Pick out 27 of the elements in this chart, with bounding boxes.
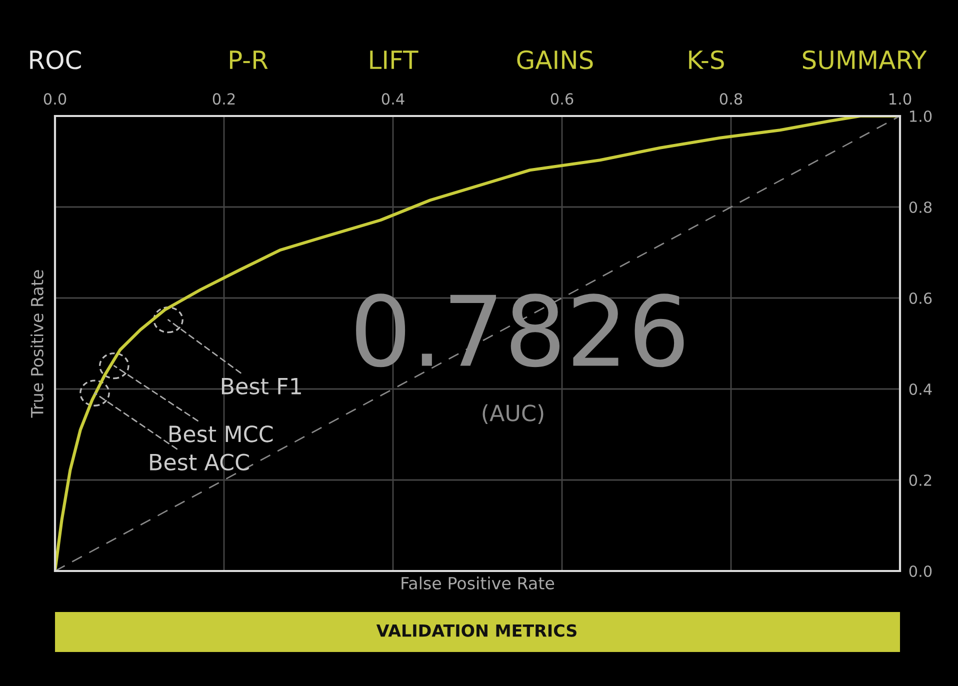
text: K-S — [689, 50, 724, 70]
y-axis-title: True Positive Rate — [30, 270, 44, 418]
x-axis-title: False Positive Rate — [402, 576, 554, 590]
y-tick-label: 0.8 — [909, 201, 932, 214]
text: GAINS — [517, 50, 593, 70]
annotation: Best MCC — [170, 426, 273, 442]
y-tick-label: 0.2 — [909, 474, 932, 486]
y-tick-label: 0.0 — [909, 565, 932, 578]
x-tick-label: 0.8 — [720, 93, 742, 105]
annotation: Best ACC — [150, 454, 249, 471]
x-tick-label: 0.0 — [44, 93, 66, 105]
x-tick-label: 1.0 — [890, 93, 912, 105]
text: LIFT — [370, 50, 418, 69]
text: ROC — [30, 50, 81, 70]
annotation: (AUC) — [482, 404, 544, 424]
text: SUMMARY — [802, 50, 927, 70]
x-tick-label: 0.4 — [382, 93, 404, 105]
line-series — [55, 116, 900, 571]
annotation: 0.7826 — [356, 294, 684, 368]
x-tick-label: 0.6 — [550, 93, 574, 105]
y-tick-label: 1.0 — [910, 110, 932, 122]
text: P-R — [230, 50, 268, 69]
text: VALIDATION METRICS — [376, 624, 576, 637]
annotation: Best F1 — [222, 378, 301, 395]
y-tick-label: 0.6 — [909, 292, 932, 304]
x-tick-label: 0.2 — [212, 93, 235, 105]
y-tick-label: 0.4 — [909, 383, 932, 396]
